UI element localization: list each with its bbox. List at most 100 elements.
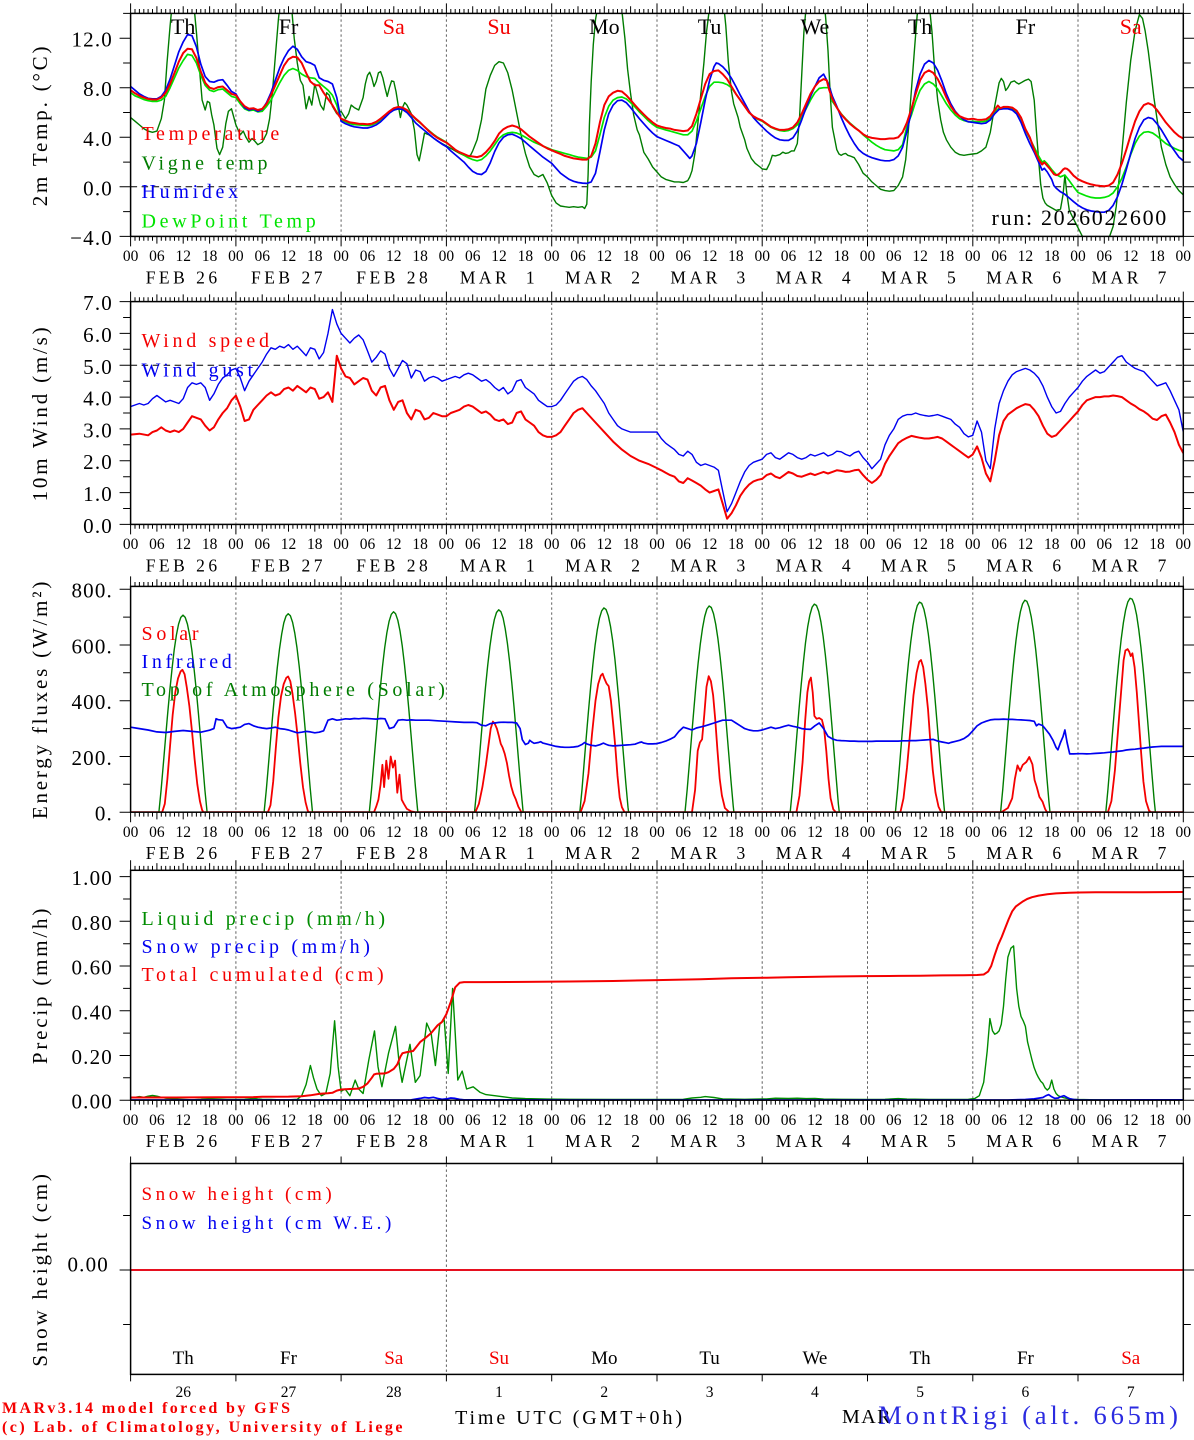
- svg-text:00: 00: [965, 1112, 981, 1129]
- svg-text:Fr: Fr: [1016, 14, 1036, 39]
- svg-text:27: 27: [281, 1384, 297, 1401]
- svg-text:200.: 200.: [71, 746, 113, 770]
- svg-text:Th: Th: [173, 1348, 195, 1369]
- svg-text:06: 06: [676, 248, 692, 265]
- svg-text:Fr: Fr: [1017, 1348, 1035, 1369]
- svg-text:12: 12: [175, 536, 191, 553]
- svg-text:18: 18: [1044, 248, 1060, 265]
- svg-text:06: 06: [360, 1112, 376, 1129]
- svg-text:0.80: 0.80: [71, 911, 113, 935]
- svg-text:18: 18: [307, 824, 323, 841]
- svg-text:12: 12: [281, 1112, 297, 1129]
- svg-text:06: 06: [360, 248, 376, 265]
- svg-text:800.: 800.: [71, 579, 113, 603]
- svg-text:FEB 26: FEB 26: [146, 267, 221, 287]
- svg-text:12: 12: [175, 1112, 191, 1129]
- svg-text:MAR 5: MAR 5: [881, 555, 959, 575]
- svg-text:06: 06: [149, 536, 165, 553]
- svg-text:00: 00: [965, 536, 981, 553]
- svg-text:12: 12: [1018, 824, 1034, 841]
- svg-text:MAR 6: MAR 6: [986, 843, 1064, 863]
- svg-text:18: 18: [412, 536, 428, 553]
- svg-text:18: 18: [939, 1112, 955, 1129]
- svg-text:FEB 27: FEB 27: [251, 555, 326, 575]
- svg-text:Wind speed: Wind speed: [142, 330, 273, 352]
- svg-text:Th: Th: [908, 14, 932, 39]
- svg-text:18: 18: [833, 824, 849, 841]
- svg-text:18: 18: [202, 248, 218, 265]
- svg-text:MAR 4: MAR 4: [776, 1131, 854, 1151]
- svg-text:06: 06: [149, 248, 165, 265]
- svg-text:Solar: Solar: [142, 623, 203, 645]
- svg-text:12: 12: [175, 248, 191, 265]
- svg-text:12: 12: [702, 248, 718, 265]
- svg-text:We: We: [802, 1348, 827, 1369]
- svg-text:06: 06: [570, 1112, 586, 1129]
- svg-text:18: 18: [728, 824, 744, 841]
- svg-text:00: 00: [123, 824, 139, 841]
- svg-text:MAR 2: MAR 2: [565, 267, 643, 287]
- svg-text:12: 12: [807, 1112, 823, 1129]
- svg-text:12: 12: [807, 824, 823, 841]
- svg-text:06: 06: [465, 248, 481, 265]
- svg-text:06: 06: [1097, 248, 1113, 265]
- svg-text:MARv3.14 model forced by GFS: MARv3.14 model forced by GFS: [2, 1400, 292, 1417]
- svg-text:18: 18: [833, 248, 849, 265]
- svg-text:06: 06: [1097, 1112, 1113, 1129]
- svg-text:18: 18: [307, 248, 323, 265]
- svg-text:Liquid precip (mm/h): Liquid precip (mm/h): [142, 908, 389, 930]
- svg-text:00: 00: [649, 248, 665, 265]
- svg-text:06: 06: [149, 1112, 165, 1129]
- svg-text:12: 12: [491, 1112, 507, 1129]
- svg-text:00: 00: [333, 248, 349, 265]
- svg-text:00: 00: [333, 536, 349, 553]
- svg-text:Sa: Sa: [1121, 1348, 1141, 1369]
- svg-text:7: 7: [1127, 1384, 1135, 1401]
- svg-text:MAR 2: MAR 2: [565, 843, 643, 863]
- svg-text:5: 5: [916, 1384, 924, 1401]
- svg-text:MAR: MAR: [842, 1406, 892, 1428]
- svg-text:8.0: 8.0: [83, 77, 113, 101]
- svg-text:MAR 3: MAR 3: [670, 843, 748, 863]
- svg-text:MAR 3: MAR 3: [670, 555, 748, 575]
- svg-text:06: 06: [886, 536, 902, 553]
- svg-text:00: 00: [965, 824, 981, 841]
- svg-text:18: 18: [623, 536, 639, 553]
- svg-text:00: 00: [544, 536, 560, 553]
- svg-text:06: 06: [991, 1112, 1007, 1129]
- svg-text:MAR 5: MAR 5: [881, 267, 959, 287]
- svg-text:18: 18: [1044, 1112, 1060, 1129]
- svg-text:12: 12: [912, 248, 928, 265]
- svg-text:00: 00: [754, 824, 770, 841]
- svg-text:Snow height (cm W.E.): Snow height (cm W.E.): [142, 1213, 395, 1234]
- svg-text:06: 06: [781, 248, 797, 265]
- svg-text:Sa: Sa: [384, 1348, 404, 1369]
- svg-text:Tu: Tu: [698, 14, 722, 39]
- svg-text:18: 18: [202, 824, 218, 841]
- svg-text:12: 12: [1018, 536, 1034, 553]
- svg-text:600.: 600.: [71, 635, 113, 659]
- svg-text:0.00: 0.00: [71, 1090, 113, 1114]
- svg-text:Sa: Sa: [383, 14, 405, 39]
- svg-text:00: 00: [1176, 248, 1192, 265]
- svg-text:0.0: 0.0: [83, 176, 113, 200]
- svg-text:18: 18: [939, 248, 955, 265]
- svg-text:18: 18: [412, 248, 428, 265]
- svg-text:00: 00: [439, 824, 455, 841]
- svg-text:18: 18: [412, 824, 428, 841]
- svg-text:18: 18: [728, 248, 744, 265]
- svg-text:Tu: Tu: [699, 1348, 720, 1369]
- svg-text:00: 00: [544, 1112, 560, 1129]
- svg-text:FEB 28: FEB 28: [356, 843, 431, 863]
- svg-text:Fr: Fr: [279, 14, 299, 39]
- svg-text:12: 12: [386, 248, 402, 265]
- svg-text:Th: Th: [171, 14, 195, 39]
- svg-text:00: 00: [333, 824, 349, 841]
- svg-text:Snow height (cm): Snow height (cm): [142, 1184, 336, 1205]
- svg-text:Su: Su: [487, 14, 510, 39]
- svg-text:18: 18: [833, 1112, 849, 1129]
- svg-text:Sa: Sa: [1120, 14, 1142, 39]
- svg-text:2: 2: [600, 1384, 608, 1401]
- svg-text:3: 3: [706, 1384, 714, 1401]
- svg-text:00: 00: [649, 1112, 665, 1129]
